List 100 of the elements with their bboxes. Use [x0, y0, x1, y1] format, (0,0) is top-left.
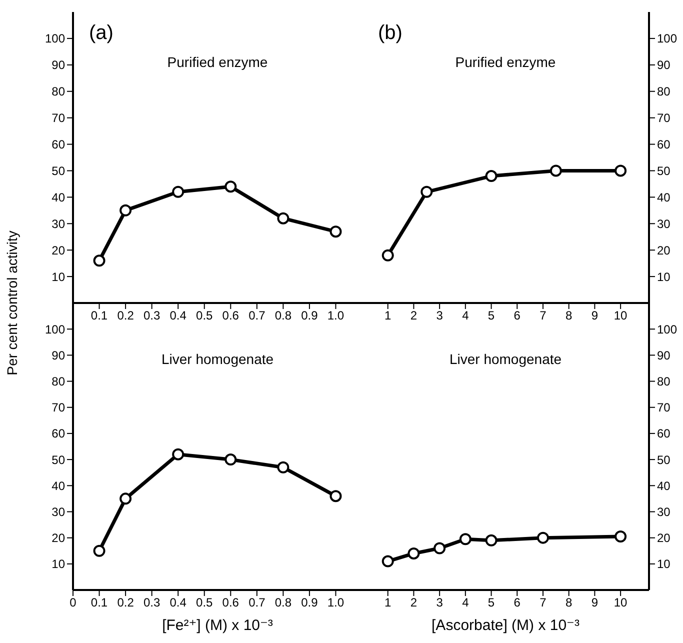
x-tick-label: 0.7: [248, 596, 266, 610]
y-tick-label: 60: [52, 426, 66, 441]
point: [224, 180, 237, 193]
x-axis-title: [Ascorbate] (M) x 10⁻³: [430, 616, 580, 634]
x-tick-label: 0.6: [222, 308, 240, 323]
x-tick-label: 0.4: [170, 596, 187, 610]
y-tick-label: 20: [657, 243, 671, 258]
x-tick-label: 6: [514, 596, 521, 610]
x-tick-label: 0.1: [90, 596, 108, 610]
point: [536, 532, 549, 544]
y-tick-label: 40: [657, 190, 671, 204]
x-tick-label: 9: [591, 308, 598, 323]
y-tick-label: 10: [52, 557, 66, 572]
x-tick-label: 7: [540, 308, 547, 323]
text: Purified enzyme: [454, 54, 557, 70]
x-tick-label: 3: [436, 596, 444, 610]
y-tick-label: 90: [52, 58, 66, 72]
x-tick-label: 0.2: [117, 308, 134, 323]
text: (b): [378, 22, 402, 45]
x-tick-label: 0: [70, 596, 77, 610]
y-tick-label: 80: [657, 84, 671, 99]
x-tick-label: 8: [566, 308, 573, 323]
y-tick-label: 80: [52, 374, 66, 389]
x-tick-label: 0.8: [274, 308, 292, 323]
text: (a): [89, 22, 114, 45]
point: [459, 533, 472, 546]
y-tick-label: 100: [657, 322, 678, 336]
y-tick-label: 10: [657, 270, 671, 284]
x-tick-label: 1: [384, 596, 392, 610]
x-tick-label: 3: [436, 308, 444, 323]
x-tick-label: 0.5: [196, 596, 214, 610]
y-tick-label: 60: [657, 138, 671, 152]
y-tick-label: 70: [657, 400, 671, 415]
point: [330, 226, 342, 238]
point: [93, 544, 106, 557]
y-tick-label: 50: [52, 452, 66, 467]
text: Liver homogenate: [448, 351, 563, 367]
y-tick-label: 40: [52, 478, 66, 493]
point: [614, 164, 627, 177]
y-tick-label: 50: [52, 164, 66, 178]
point: [485, 170, 498, 182]
x-tick-label: 0.9: [301, 308, 318, 323]
y-tick-label: 50: [657, 164, 671, 178]
x-tick-label: 4: [462, 596, 470, 610]
text: Liver homogenate: [160, 351, 275, 367]
y-tick-label: 30: [52, 216, 66, 231]
y-tick-label: 20: [52, 243, 66, 258]
y-tick-label: 60: [657, 426, 671, 441]
point: [614, 530, 627, 543]
point: [330, 490, 342, 502]
y-tick-label: 80: [52, 84, 66, 99]
point: [434, 542, 446, 554]
x-tick-label: 0.4: [170, 308, 187, 323]
point: [93, 254, 106, 267]
y-tick-label: 90: [52, 348, 66, 362]
y-tick-label: 30: [657, 504, 671, 519]
y-axis-title: Per cent control activity: [4, 230, 20, 376]
point: [120, 492, 132, 505]
y-tick-label: 20: [657, 531, 671, 546]
point: [172, 448, 184, 460]
y-tick-label: 50: [657, 452, 671, 467]
x-tick-label: 7: [540, 596, 547, 610]
x-tick-label: 5: [488, 596, 495, 610]
x-axis-title: [Fe²⁺] (M) x 10⁻³: [161, 616, 274, 634]
x-tick-label: 0.5: [196, 308, 214, 323]
x-tick-label: 8: [566, 596, 573, 610]
point: [420, 186, 433, 198]
x-tick-label: 1.0: [327, 308, 344, 323]
x-tick-label: 0.1: [90, 308, 108, 323]
x-tick-label: 0.8: [274, 596, 292, 610]
y-tick-label: 60: [52, 138, 66, 152]
x-tick-label: 1.0: [327, 596, 344, 610]
x-tick-label: 6: [514, 308, 521, 323]
y-tick-label: 80: [657, 374, 671, 389]
x-tick-label: 0.9: [301, 596, 318, 610]
point: [120, 204, 132, 216]
x-tick-label: 2: [410, 308, 418, 323]
point: [382, 555, 394, 568]
x-tick-label: 0.3: [143, 308, 160, 323]
x-tick-label: 10: [614, 308, 628, 323]
point: [224, 454, 237, 466]
x-tick-label: 1: [384, 308, 392, 323]
point: [277, 461, 290, 474]
y-tick-label: 90: [657, 58, 671, 72]
y-tick-label: 30: [657, 216, 671, 231]
y-tick-label: 30: [52, 504, 66, 519]
x-tick-label: 2: [410, 596, 418, 610]
x-tick-label: 4: [462, 308, 470, 323]
y-tick-label: 100: [44, 322, 66, 336]
y-tick-label: 10: [52, 270, 66, 284]
y-tick-label: 100: [657, 32, 678, 46]
y-tick-label: 70: [657, 111, 671, 126]
x-tick-label: 0.6: [222, 596, 240, 610]
y-tick-label: 40: [657, 478, 671, 493]
y-tick-label: 20: [52, 531, 66, 546]
y-tick-label: 100: [44, 32, 66, 46]
point: [550, 164, 562, 177]
y-tick-label: 70: [52, 400, 66, 415]
point: [172, 186, 184, 198]
x-tick-label: 0.2: [117, 596, 134, 610]
